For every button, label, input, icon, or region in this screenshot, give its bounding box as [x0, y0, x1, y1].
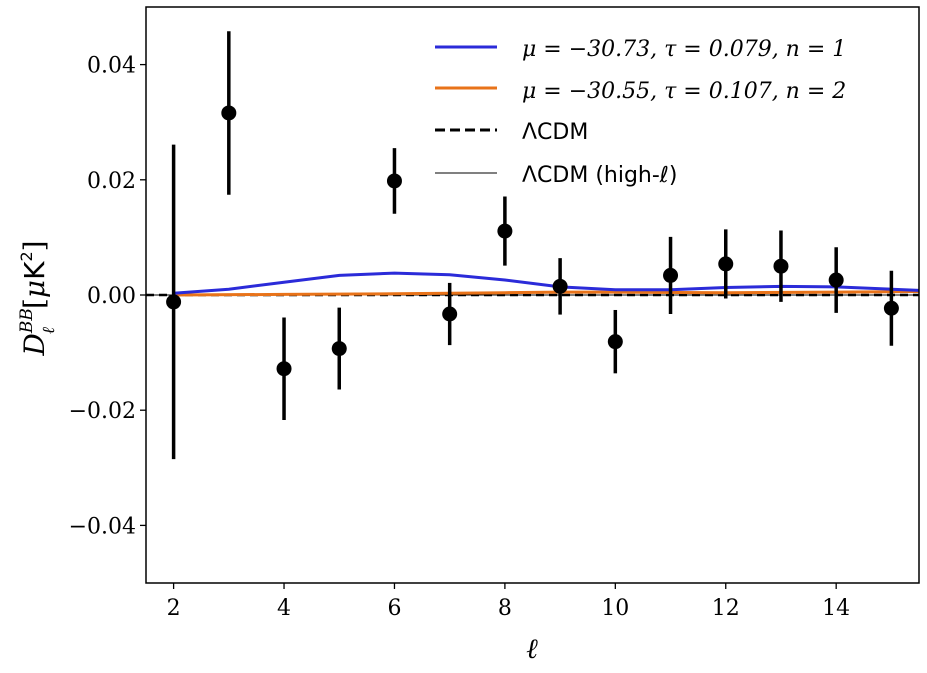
x-axis-label: ℓ: [526, 632, 538, 665]
y-axis-label: DBB ℓ [μK2]: [17, 240, 59, 356]
data-point: [828, 272, 844, 288]
data-point: [552, 278, 568, 294]
data-point: [276, 361, 292, 377]
legend-label-series-1: μ = −30.73, τ = 0.079, n = 1: [522, 37, 846, 62]
legend: μ = −30.73, τ = 0.079, n = 1 μ = −30.55,…: [435, 37, 846, 188]
y-tick-label: −0.04: [69, 514, 136, 539]
y-label-k: K: [18, 261, 51, 280]
y-label-open: [: [18, 298, 51, 309]
legend-label-lcdm: ΛCDM: [522, 120, 588, 145]
y-label-mu: μ: [18, 280, 51, 298]
y-label-symbol: D: [18, 333, 51, 356]
data-point: [221, 105, 237, 121]
points-layer: [166, 31, 899, 460]
x-tick-label: 4: [277, 596, 291, 621]
y-label-unit-sup: 2: [17, 251, 36, 261]
data-point: [663, 267, 679, 283]
data-point: [386, 173, 402, 189]
x-axis: 2 4 6 8 10 12 14: [167, 583, 850, 621]
y-label-close: ]: [18, 240, 51, 251]
data-point: [607, 334, 623, 350]
y-tick-label: −0.02: [69, 399, 136, 424]
data-point: [718, 256, 734, 272]
y-label-sup: BB: [17, 308, 37, 334]
y-axis: −0.04 −0.02 0.00 0.02 0.04: [69, 54, 146, 539]
data-point: [497, 223, 513, 239]
data-point: [166, 294, 182, 310]
x-tick-label: 6: [387, 596, 401, 621]
x-tick-label: 14: [822, 596, 850, 621]
data-point: [883, 300, 899, 316]
data-point: [331, 341, 347, 357]
y-label-sub: ℓ: [39, 327, 59, 334]
x-tick-label: 12: [712, 596, 740, 621]
x-tick-label: 8: [498, 596, 512, 621]
y-tick-label: 0.02: [87, 169, 136, 194]
legend-label-series-2: μ = −30.55, τ = 0.107, n = 2: [522, 79, 846, 104]
data-point: [442, 306, 458, 322]
data-point: [773, 258, 789, 274]
x-tick-label: 10: [601, 596, 629, 621]
y-tick-label: 0.00: [87, 284, 136, 309]
x-tick-label: 2: [167, 596, 181, 621]
y-tick-label: 0.04: [87, 54, 136, 79]
legend-label-lcdm-high: ΛCDM (high-ℓ): [522, 163, 677, 188]
